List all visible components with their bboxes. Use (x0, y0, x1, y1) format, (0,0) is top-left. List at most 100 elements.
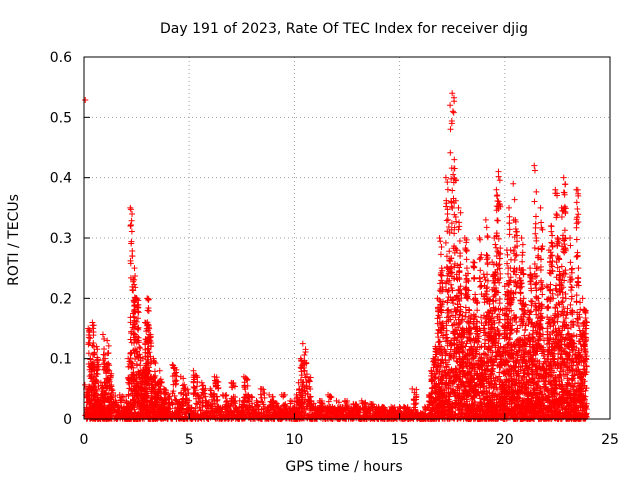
data-point (505, 270, 512, 277)
data-point (477, 284, 484, 291)
data-point (99, 331, 106, 338)
data-point (101, 336, 108, 343)
data-point (131, 302, 138, 309)
data-point (157, 383, 164, 390)
data-point (112, 397, 119, 404)
data-point (267, 402, 274, 409)
data-point (257, 391, 264, 398)
data-point (444, 179, 451, 186)
data-point (436, 235, 443, 241)
data-point (297, 355, 304, 362)
data-point (110, 389, 117, 396)
data-point (186, 403, 193, 410)
data-point (300, 399, 307, 406)
data-point (129, 247, 136, 254)
data-point (116, 391, 123, 398)
data-point (478, 251, 485, 258)
data-point (118, 404, 125, 411)
data-point (495, 319, 502, 326)
data-point (224, 397, 231, 404)
data-point (307, 398, 314, 405)
data-point (476, 255, 483, 262)
data-point (443, 203, 450, 210)
data-point (312, 415, 319, 422)
data-point (179, 382, 186, 389)
data-point (267, 413, 274, 420)
data-point (302, 348, 309, 355)
data-point (155, 389, 162, 396)
data-point (282, 403, 289, 410)
data-point (106, 367, 113, 374)
data-point (194, 391, 201, 398)
data-point (172, 396, 179, 403)
data-point (215, 403, 222, 410)
data-point (308, 397, 315, 404)
data-point (172, 377, 179, 384)
data-point (90, 384, 97, 391)
data-point (273, 400, 280, 407)
data-point (81, 381, 88, 388)
data-point (177, 373, 184, 380)
data-point (447, 149, 454, 156)
data-point (89, 361, 96, 368)
data-point (444, 216, 451, 223)
data-point (151, 375, 158, 382)
data-point (307, 374, 314, 381)
data-point (89, 319, 96, 326)
data-point (100, 351, 107, 358)
data-point (172, 380, 179, 387)
data-point (181, 381, 188, 388)
data-point (224, 409, 231, 416)
data-point (157, 394, 164, 401)
data-point (129, 371, 136, 378)
data-point (449, 187, 456, 194)
data-point (127, 257, 134, 264)
data-point (151, 358, 158, 365)
data-point (257, 385, 264, 392)
data-point (442, 239, 449, 246)
data-point (90, 325, 97, 332)
data-point (145, 322, 152, 329)
data-point (148, 340, 155, 347)
data-point (169, 361, 176, 368)
data-point (127, 221, 134, 228)
data-point (300, 364, 307, 371)
data-point (225, 404, 232, 411)
data-point (211, 401, 218, 408)
data-point (183, 406, 190, 413)
data-point (470, 259, 477, 266)
data-point (174, 408, 181, 415)
data-point (275, 404, 282, 411)
data-point (173, 397, 180, 404)
data-point (245, 391, 252, 398)
data-point (444, 211, 451, 218)
data-point (299, 340, 306, 347)
data-point (463, 248, 470, 255)
data-point (132, 284, 139, 291)
data-point (260, 386, 267, 393)
data-point (201, 390, 208, 397)
data-point (135, 337, 142, 344)
data-point (131, 265, 138, 272)
data-point (231, 383, 238, 390)
data-point (123, 397, 130, 404)
data-point (191, 376, 198, 383)
data-point (190, 407, 197, 414)
data-point (120, 394, 127, 401)
data-point (127, 355, 134, 362)
data-point (442, 174, 449, 181)
data-point (191, 384, 198, 391)
data-point (137, 362, 144, 369)
data-point (245, 414, 252, 421)
data-point (484, 259, 491, 266)
data-point (248, 393, 255, 400)
data-point (127, 204, 134, 211)
data-point (211, 373, 218, 380)
data-point (282, 401, 289, 408)
data-point (438, 265, 445, 272)
data-point (451, 165, 458, 172)
data-point (150, 355, 157, 362)
data-point (241, 415, 248, 422)
data-point (463, 256, 470, 263)
data-point (181, 385, 188, 392)
